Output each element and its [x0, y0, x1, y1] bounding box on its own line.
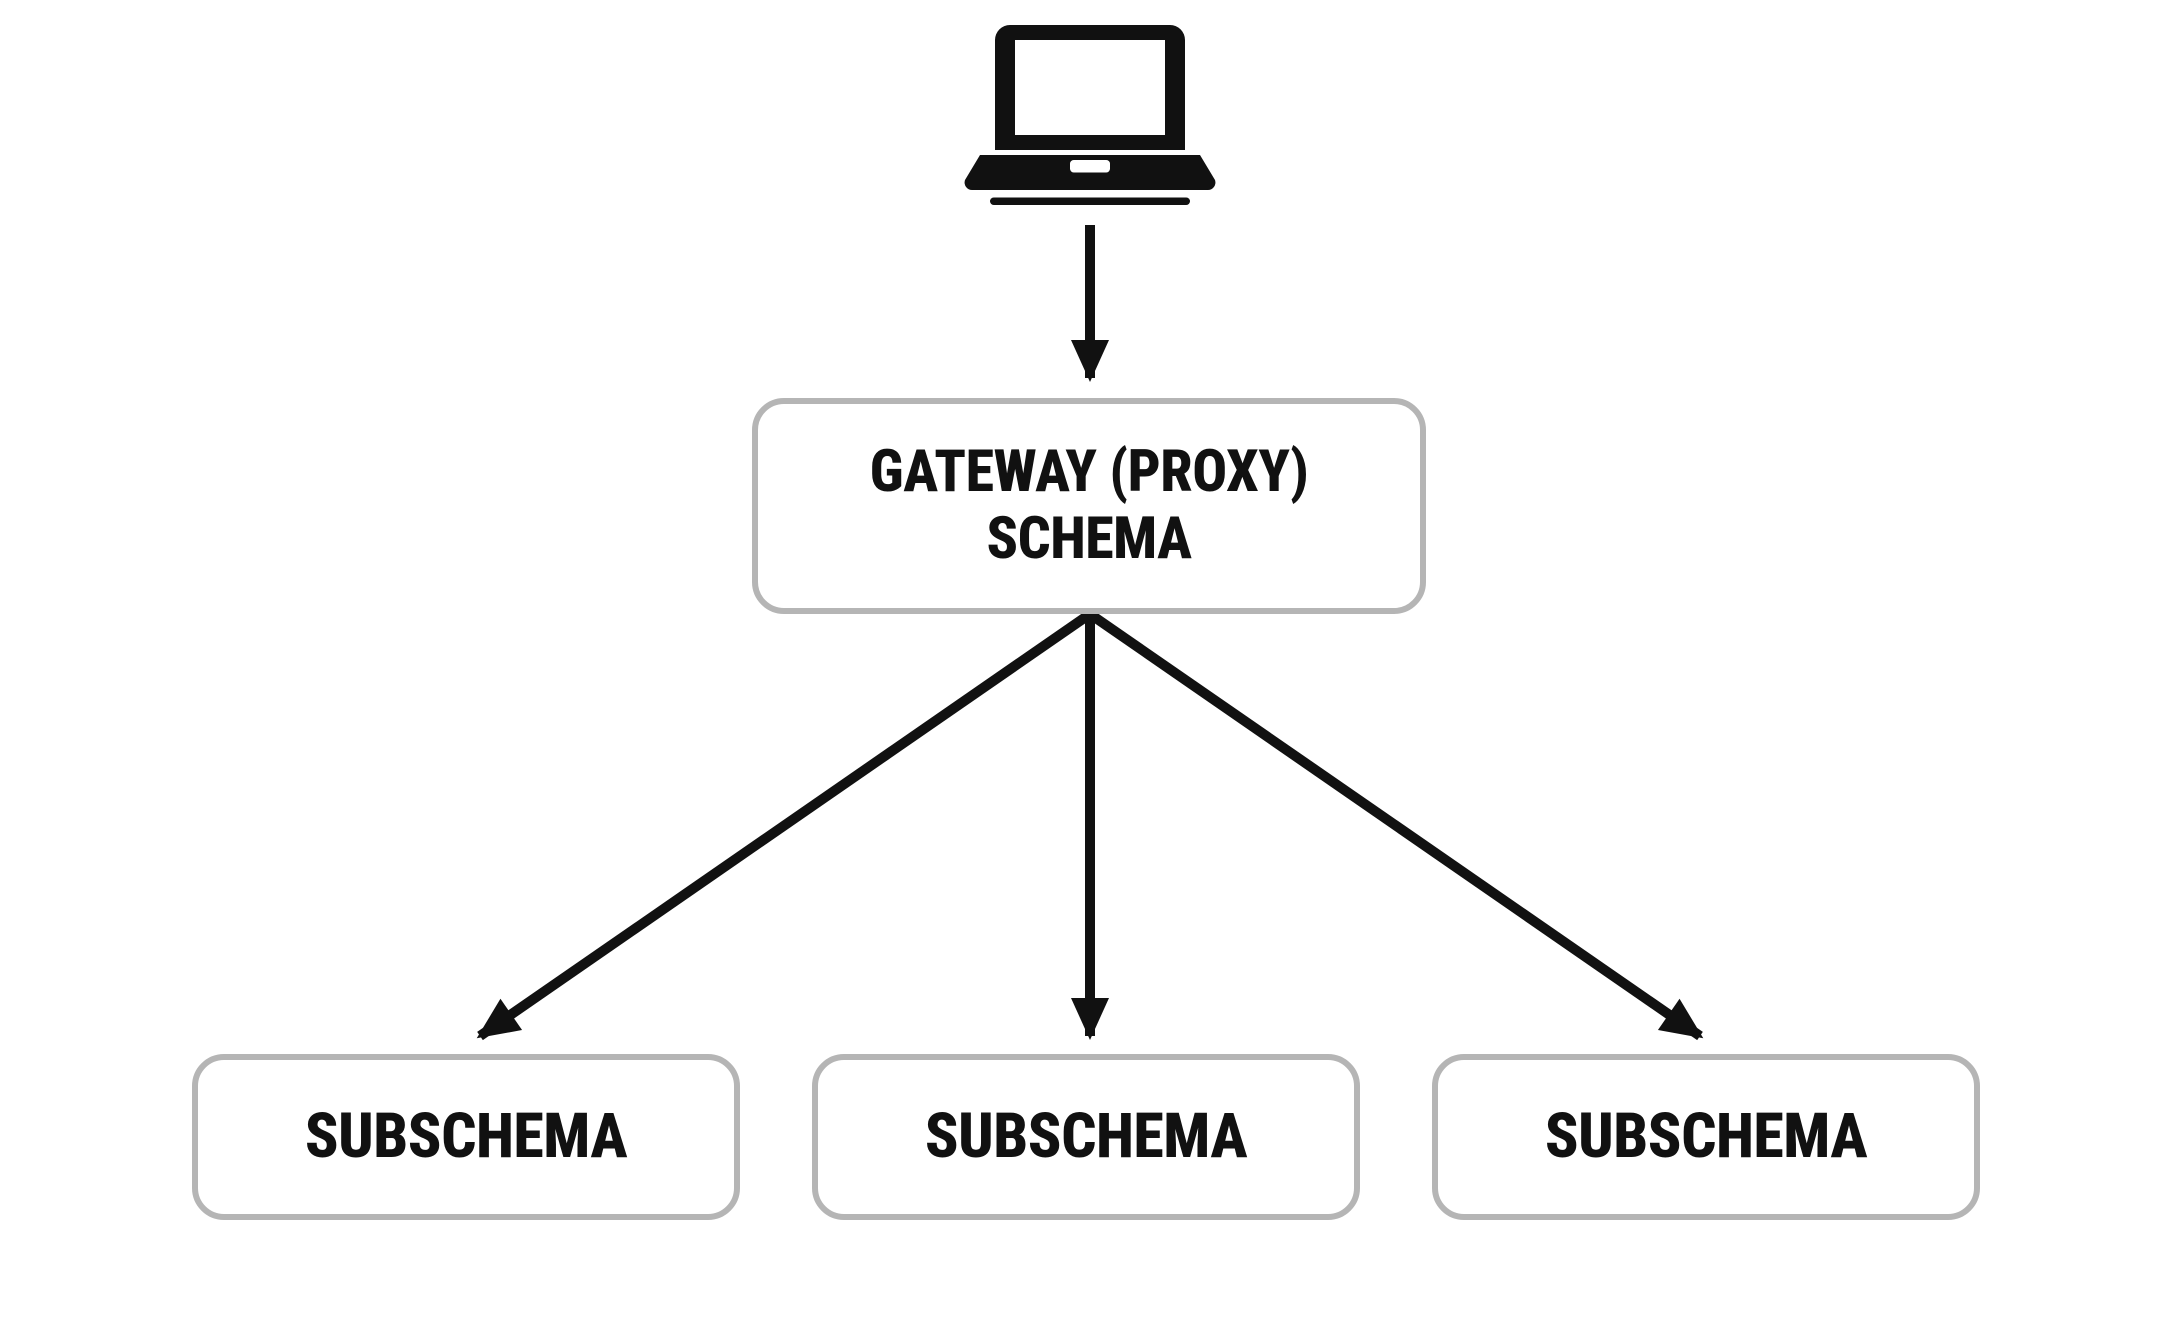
edge-arrow	[480, 614, 1090, 1036]
node-subschema-3: SUBSCHEMA	[1432, 1054, 1980, 1220]
laptop-icon	[960, 20, 1220, 210]
edge-arrow	[1090, 614, 1700, 1036]
node-gateway: GATEWAY (PROXY) SCHEMA	[752, 398, 1426, 614]
node-subschema-1: SUBSCHEMA	[192, 1054, 740, 1220]
diagram-canvas: GATEWAY (PROXY) SCHEMA SUBSCHEMA SUBSCHE…	[0, 0, 2166, 1332]
node-subschema-2: SUBSCHEMA	[812, 1054, 1360, 1220]
